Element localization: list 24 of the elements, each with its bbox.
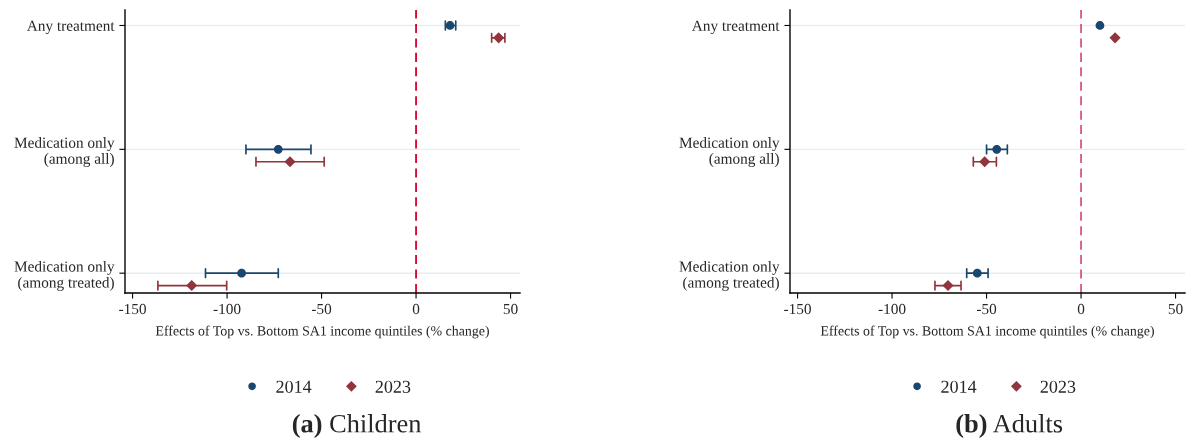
x-axis-title: Effects of Top vs. Bottom SA1 income quintiles (% change): [155, 325, 489, 339]
x-tick-label: -50: [311, 303, 332, 315]
text: (b) Adults: [956, 414, 1063, 438]
y-tick-label: Medication only (among all): [14, 137, 115, 167]
x-tick-label: -150: [119, 303, 146, 315]
y-tick-label: Any treatment: [26, 20, 115, 35]
x-tick-label: 50: [503, 303, 518, 315]
x-tick-label: 50: [1168, 303, 1183, 315]
x-axis-title: Effects of Top vs. Bottom SA1 income quintiles (% change): [820, 325, 1154, 339]
x-tick-label: -100: [878, 303, 906, 315]
x-tick-label: -50: [976, 303, 997, 315]
x-tick-label: -100: [213, 303, 241, 315]
x-tick-label: 0: [1077, 303, 1085, 315]
x-tick-label: 0: [412, 303, 420, 315]
text: (a) Children: [292, 414, 422, 438]
legend-label: 2023: [1040, 380, 1076, 393]
legend-label: 2014: [276, 380, 312, 393]
y-tick-label: Medication only (among all): [679, 137, 780, 167]
legend-label: 2014: [941, 380, 977, 393]
y-tick-label: Medication only (among treated): [679, 260, 780, 291]
y-tick-label: Any treatment: [691, 20, 780, 35]
y-tick-label: Medication only (among treated): [14, 260, 115, 291]
legend-label: 2023: [375, 380, 411, 393]
x-tick-label: -150: [784, 303, 811, 315]
